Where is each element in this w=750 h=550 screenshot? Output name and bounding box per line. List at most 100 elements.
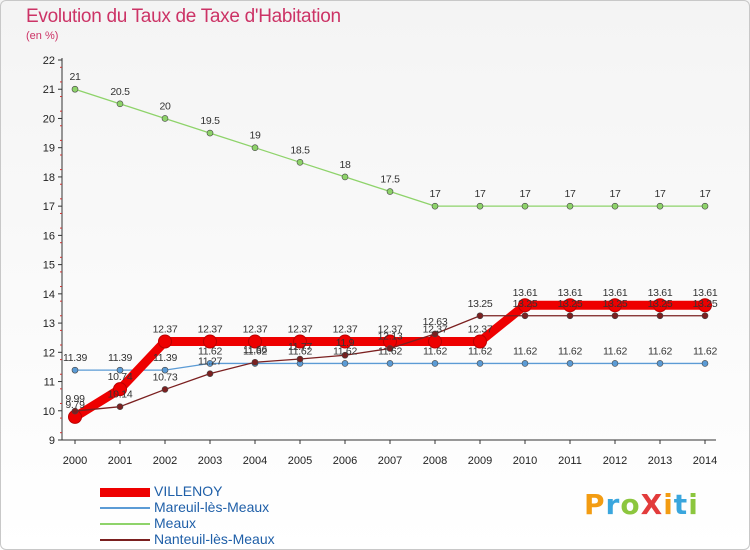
data-point [476, 312, 484, 320]
data-label: 17.5 [380, 174, 400, 186]
data-label: 12.37 [333, 323, 358, 335]
legend-swatch-villenoy [100, 488, 150, 497]
data-label: 19 [249, 130, 261, 142]
data-label: 13.25 [558, 298, 583, 310]
data-label: 12.37 [243, 323, 268, 335]
x-tick-label: 2006 [333, 455, 357, 467]
legend-item-villenoy: VILLENOY [100, 483, 360, 500]
data-label: 20.5 [110, 86, 130, 98]
x-tick-label: 2003 [198, 455, 222, 467]
chart-title: Evolution du Taux de Taxe d'Habitation [26, 6, 341, 27]
y-tick-label: 11 [44, 377, 55, 389]
data-label: 18.5 [290, 144, 310, 156]
data-label: 12.37 [198, 323, 223, 335]
data-point [251, 144, 259, 151]
data-point [386, 360, 394, 367]
data-label: 11.9 [336, 337, 355, 349]
data-point [251, 358, 259, 366]
data-label: 21 [69, 71, 81, 83]
data-point [161, 115, 169, 122]
data-label: 12.37 [378, 323, 403, 335]
x-tick-label: 2005 [288, 455, 312, 467]
data-point [341, 360, 349, 367]
data-label: 18 [339, 159, 351, 171]
data-label: 17 [519, 188, 531, 200]
data-label: 12.37 [423, 323, 448, 335]
y-tick-label: 15 [43, 260, 55, 272]
data-label: 11.62 [513, 345, 537, 357]
data-label: 13.61 [558, 287, 583, 299]
data-point [71, 407, 79, 415]
data-point [476, 202, 484, 210]
x-tick-label: 2004 [243, 455, 267, 467]
x-tick-label: 2013 [648, 455, 672, 467]
data-label: 13.25 [648, 298, 673, 310]
data-point [386, 188, 394, 195]
data-point [113, 382, 127, 397]
x-tick-label: 2002 [153, 455, 177, 467]
data-point [71, 366, 79, 374]
data-label: 13.25 [468, 298, 493, 310]
y-tick-label: 20 [43, 113, 55, 125]
x-tick-label: 2014 [693, 455, 717, 467]
y-tick-label: 21 [43, 84, 55, 96]
data-point [116, 366, 124, 374]
data-point [296, 159, 304, 166]
data-label: 17 [654, 188, 666, 200]
data-point [338, 334, 352, 349]
x-tick-label: 2008 [423, 455, 447, 467]
legend-item-mareuil: Mareuil-lès-Meaux [100, 499, 360, 516]
data-point [656, 202, 664, 210]
data-point [608, 298, 622, 313]
data-label: 11.62 [558, 345, 582, 357]
data-label: 11.39 [63, 352, 87, 364]
data-label: 13.61 [513, 287, 538, 299]
data-point [341, 173, 349, 181]
data-label: 10.74 [108, 371, 133, 383]
data-point [701, 360, 709, 367]
data-label: 9.99 [65, 393, 85, 405]
data-point [341, 351, 349, 359]
data-point [248, 334, 262, 349]
data-label: 17 [474, 188, 486, 200]
data-label: 10.73 [153, 371, 178, 383]
data-label: 13.25 [603, 298, 628, 310]
data-point [518, 298, 532, 313]
data-point [698, 298, 712, 313]
data-label: 13.61 [603, 287, 628, 299]
legend-swatch-meaux [100, 523, 150, 525]
legend-item-nanteuil: Nanteuil-lès-Meaux [100, 531, 360, 548]
data-point [386, 345, 394, 352]
data-point [611, 202, 619, 210]
chart-subtitle: (en %) [26, 30, 59, 42]
data-point [563, 298, 577, 313]
data-point [161, 366, 169, 374]
data-label: 17 [564, 188, 576, 200]
data-label: 13.25 [513, 298, 538, 310]
data-label: 13.61 [648, 287, 673, 299]
y-tick-label: 13 [43, 318, 55, 330]
data-point [656, 360, 664, 367]
data-point [71, 85, 79, 93]
x-tick-label: 2009 [468, 455, 492, 467]
data-label: 19.5 [200, 115, 220, 127]
data-label: 11.62 [468, 345, 492, 357]
data-point [431, 330, 439, 338]
data-label: 12.63 [423, 316, 448, 328]
y-tick-label: 19 [43, 143, 55, 155]
data-label: 10.14 [108, 389, 133, 401]
data-label: 12.37 [153, 323, 178, 335]
data-point [116, 100, 124, 108]
x-tick-label: 2007 [378, 455, 402, 467]
data-point [116, 403, 124, 410]
data-label: 11.27 [198, 356, 222, 368]
x-tick-label: 2010 [513, 455, 537, 467]
logo-letter: P [584, 488, 606, 521]
data-point [206, 360, 214, 367]
logo-letter: i [688, 488, 699, 521]
data-point [206, 129, 214, 137]
y-tick-label: 22 [43, 55, 55, 67]
data-point [611, 360, 619, 367]
data-label: 11.62 [603, 345, 627, 357]
data-label: 11.39 [108, 352, 132, 364]
